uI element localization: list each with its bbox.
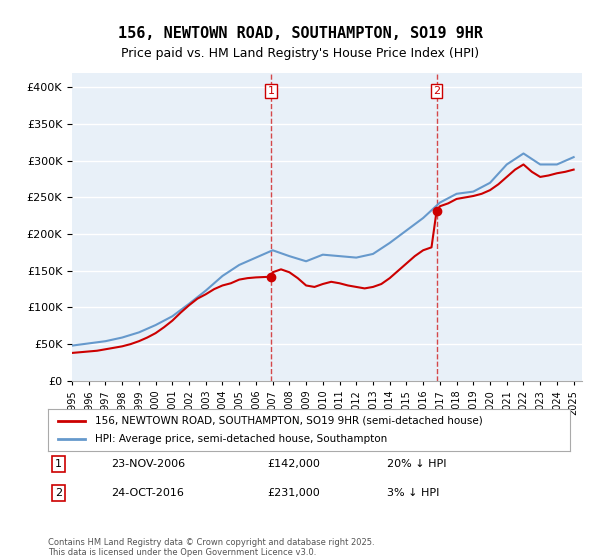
Text: £231,000: £231,000 <box>267 488 320 498</box>
Text: 2: 2 <box>55 488 62 498</box>
Text: Price paid vs. HM Land Registry's House Price Index (HPI): Price paid vs. HM Land Registry's House … <box>121 46 479 60</box>
Text: 20% ↓ HPI: 20% ↓ HPI <box>388 459 447 469</box>
Text: £142,000: £142,000 <box>267 459 320 469</box>
Text: 156, NEWTOWN ROAD, SOUTHAMPTON, SO19 9HR (semi-detached house): 156, NEWTOWN ROAD, SOUTHAMPTON, SO19 9HR… <box>95 416 483 426</box>
Text: Contains HM Land Registry data © Crown copyright and database right 2025.
This d: Contains HM Land Registry data © Crown c… <box>48 538 374 557</box>
Text: 1: 1 <box>55 459 62 469</box>
Text: 1: 1 <box>268 86 274 96</box>
Text: 23-NOV-2006: 23-NOV-2006 <box>110 459 185 469</box>
Text: 3% ↓ HPI: 3% ↓ HPI <box>388 488 440 498</box>
Text: 156, NEWTOWN ROAD, SOUTHAMPTON, SO19 9HR: 156, NEWTOWN ROAD, SOUTHAMPTON, SO19 9HR <box>118 26 482 41</box>
Text: 2: 2 <box>433 86 440 96</box>
Text: HPI: Average price, semi-detached house, Southampton: HPI: Average price, semi-detached house,… <box>95 434 387 444</box>
Text: 24-OCT-2016: 24-OCT-2016 <box>110 488 184 498</box>
